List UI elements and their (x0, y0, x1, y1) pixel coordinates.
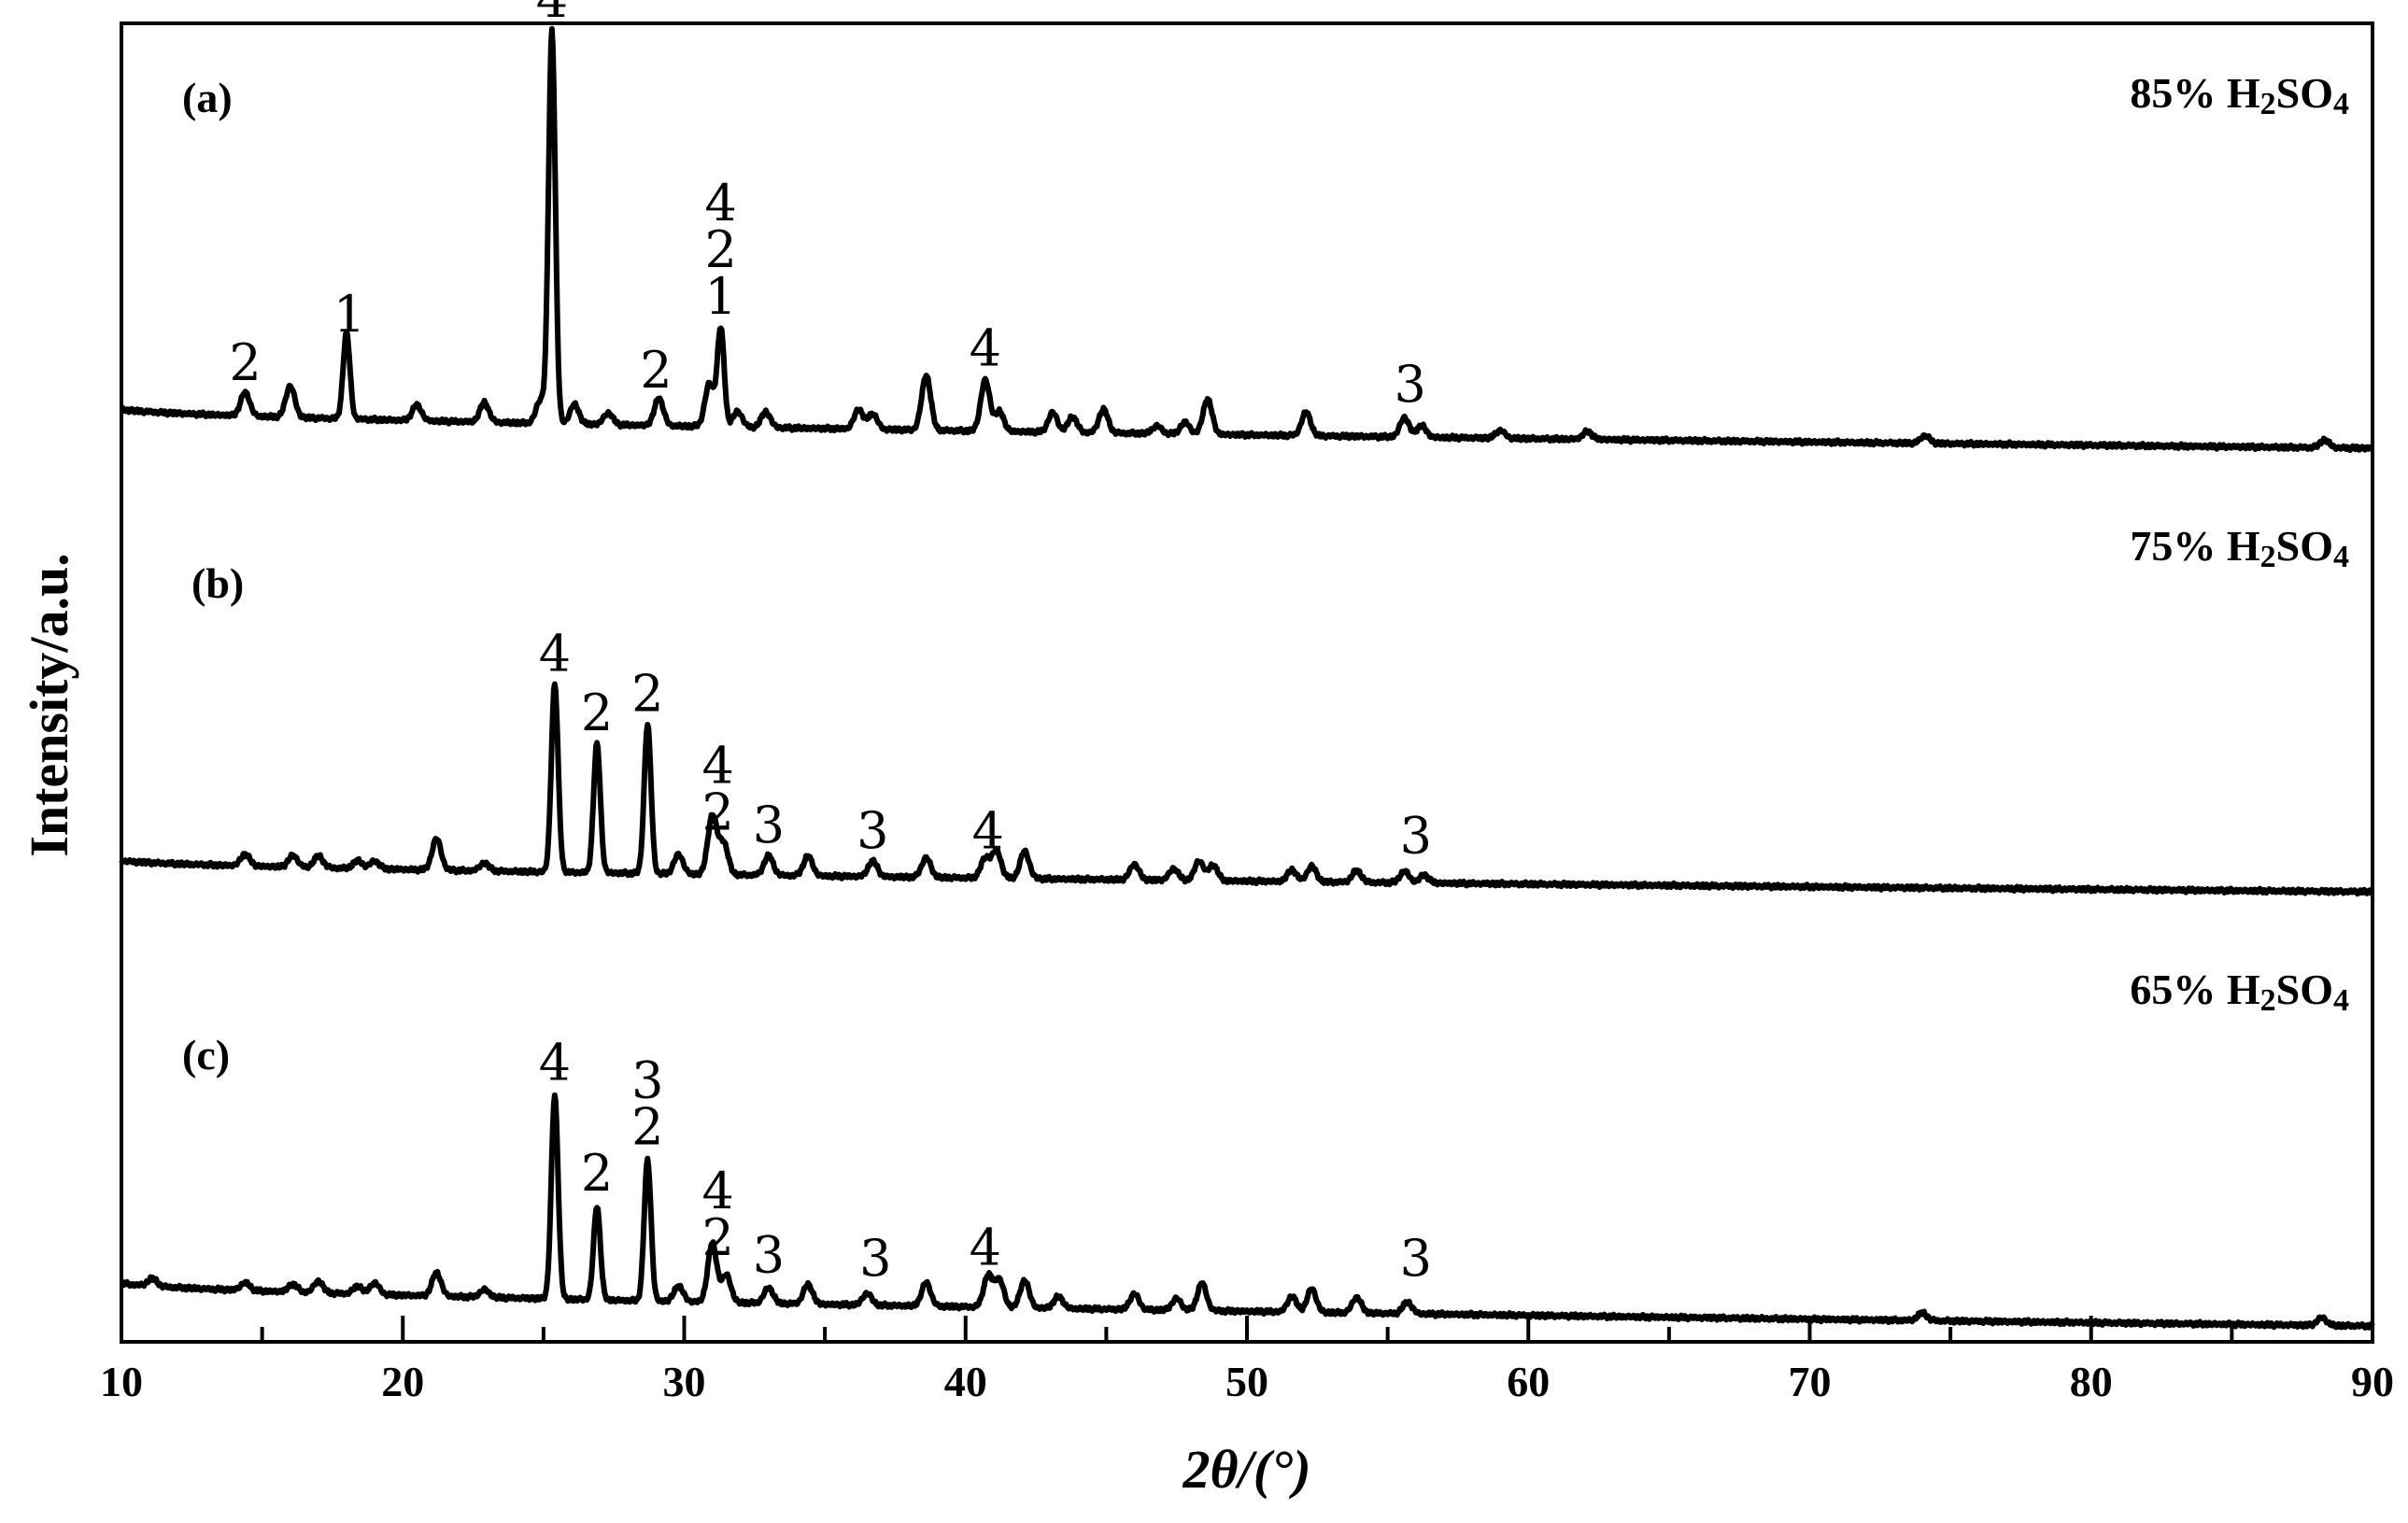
panel-label-1: (b) (191, 559, 244, 607)
x-tick-label-70: 70 (1789, 1358, 1832, 1405)
series-label-part: 4 (2333, 540, 2349, 574)
peak-label: 3 (753, 1225, 785, 1284)
peak-label: 3 (857, 801, 888, 860)
series-label-2: 65% H2SO4 (2130, 966, 2349, 1018)
panel-label-2: (c) (182, 1031, 230, 1079)
peak-label: 2 (701, 783, 733, 841)
panel-labels-group: (a) 85% H2SO4(b)75% H2SO4(c)65% H2SO4 (182, 69, 2349, 1079)
x-tick-label-40: 40 (944, 1358, 987, 1405)
series-label-part: 2 (2260, 983, 2276, 1018)
peak-label: 4 (539, 1033, 571, 1092)
peak-label: 2 (229, 333, 261, 392)
series-label-0: 85% H2SO4 (2130, 69, 2349, 121)
peak-label: 3 (753, 796, 785, 854)
peak-label: 4 (701, 1162, 733, 1220)
y-axis-label: Intensity/a.u. (19, 553, 79, 857)
series-label-part: SO (2276, 522, 2333, 570)
series-label-part: 85% H (2130, 69, 2260, 117)
series-label-part: 65% H (2130, 966, 2260, 1013)
plot-frame (120, 21, 2374, 1344)
series-label-part: 4 (2333, 87, 2349, 121)
peak-label: 2 (581, 1144, 613, 1203)
x-tick-label-60: 60 (1507, 1358, 1550, 1405)
peak-label: 2 (704, 220, 736, 279)
series-label-part: SO (2276, 966, 2333, 1013)
x-tick-label-50: 50 (1225, 1358, 1268, 1405)
peak-label: 1 (333, 285, 365, 344)
peak-label: 2 (701, 1208, 733, 1267)
x-axis-tick-labels: 10 20 30 40 50 60 70 80 90 (100, 1358, 2394, 1405)
peak-labels-group: 2142124434222433434223243343 (229, 0, 1432, 1288)
series-label-part: 2 (2260, 87, 2276, 121)
traces-group (119, 25, 2375, 1331)
series-label-part: 2 (2260, 540, 2276, 574)
series-label-part: SO (2276, 69, 2333, 117)
peak-label: 4 (539, 624, 571, 683)
series-label-part: 75% H (2130, 522, 2260, 570)
peak-label: 4 (970, 1219, 1001, 1277)
peak-label: 1 (704, 267, 736, 326)
peak-label: 4 (704, 174, 736, 233)
peak-label: 3 (1400, 806, 1432, 865)
x-tick-label-80: 80 (2070, 1358, 2113, 1405)
x-tick-label-20: 20 (381, 1358, 424, 1405)
peak-label: 2 (631, 1097, 663, 1156)
peak-label: 4 (701, 736, 733, 795)
peak-label: 3 (1400, 1229, 1432, 1288)
trace-series-2 (119, 1092, 2375, 1331)
x-tick-label-90: 90 (2351, 1358, 2394, 1405)
x-tick-label-30: 30 (663, 1358, 706, 1405)
peak-label: 3 (631, 1051, 663, 1109)
x-tick-label-10: 10 (100, 1358, 143, 1405)
series-label-1: 75% H2SO4 (2130, 522, 2349, 574)
peak-label: 3 (1395, 355, 1426, 414)
x-axis-label: 2θ/(°) (1182, 1439, 1310, 1500)
peak-label: 4 (970, 319, 1001, 378)
series-label-part: 4 (2333, 983, 2349, 1018)
trace-series-1 (119, 681, 2374, 897)
peak-label: 2 (631, 665, 663, 724)
panel-label-0: (a) (182, 74, 233, 121)
peak-label: 4 (972, 801, 1004, 860)
trace-series-0 (119, 25, 2375, 454)
peak-label: 3 (859, 1229, 891, 1288)
peak-label: 2 (640, 341, 672, 400)
peak-label: 2 (581, 684, 613, 742)
